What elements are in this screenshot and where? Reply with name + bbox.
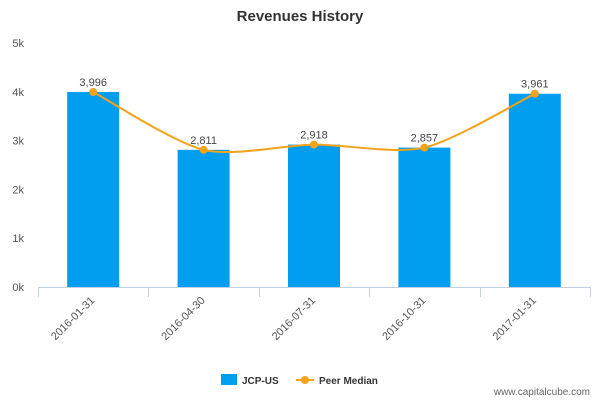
data-label-0: 3,996 (79, 77, 107, 89)
y-tick-label-0: 0k (12, 282, 24, 294)
data-label-3: 2,857 (411, 133, 439, 145)
legend-label-bar: JCP-US (242, 376, 279, 387)
line-series (89, 87, 539, 154)
bar-4 (508, 93, 561, 287)
y-tick-label-5: 5k (12, 38, 24, 50)
legend-label-line: Peer Median (319, 376, 378, 387)
chart-title: Revenues History (237, 8, 364, 25)
line-point-2 (310, 140, 318, 149)
line-point-1 (199, 145, 208, 154)
data-label-2: 2,918 (300, 130, 328, 142)
y-tick-label-4: 4k (12, 87, 24, 99)
y-axis: 0k 1k 2k 3k 4k 5k (12, 38, 24, 294)
watermark: www.capitalcube.com (493, 387, 590, 398)
bar-3 (398, 147, 451, 287)
x-tick-label-1: 2016-04-30 (159, 295, 207, 343)
y-tick-label-3: 3k (12, 136, 24, 148)
x-tick-label-0: 2016-01-31 (49, 295, 97, 343)
bar-0 (67, 91, 120, 287)
legend: JCP-US Peer Median (221, 374, 378, 387)
line-point-3 (420, 143, 429, 152)
data-label-1: 2,811 (190, 135, 217, 147)
y-tick-label-1: 1k (12, 233, 24, 245)
line-point-4 (530, 89, 539, 98)
y-tick-label-2: 2k (12, 184, 24, 196)
x-axis: 2016-01-31 2016-04-30 2016-07-31 2016-10-31… (38, 287, 591, 343)
legend-swatch-dot (301, 376, 309, 384)
line-point-0 (89, 87, 98, 96)
x-tick-label-4: 2017-01-31 (491, 295, 539, 343)
bar-2 (288, 144, 340, 287)
x-tick-label-2: 2016-07-31 (270, 295, 318, 343)
x-tick-label-3: 2016-10-31 (380, 295, 428, 343)
data-label-4: 3,961 (521, 79, 549, 91)
bar-series (67, 91, 561, 287)
data-labels: 3,996 2,811 2,918 2,857 3,961 (79, 77, 548, 147)
bar-1 (177, 149, 230, 287)
legend-swatch-bar (221, 374, 237, 385)
